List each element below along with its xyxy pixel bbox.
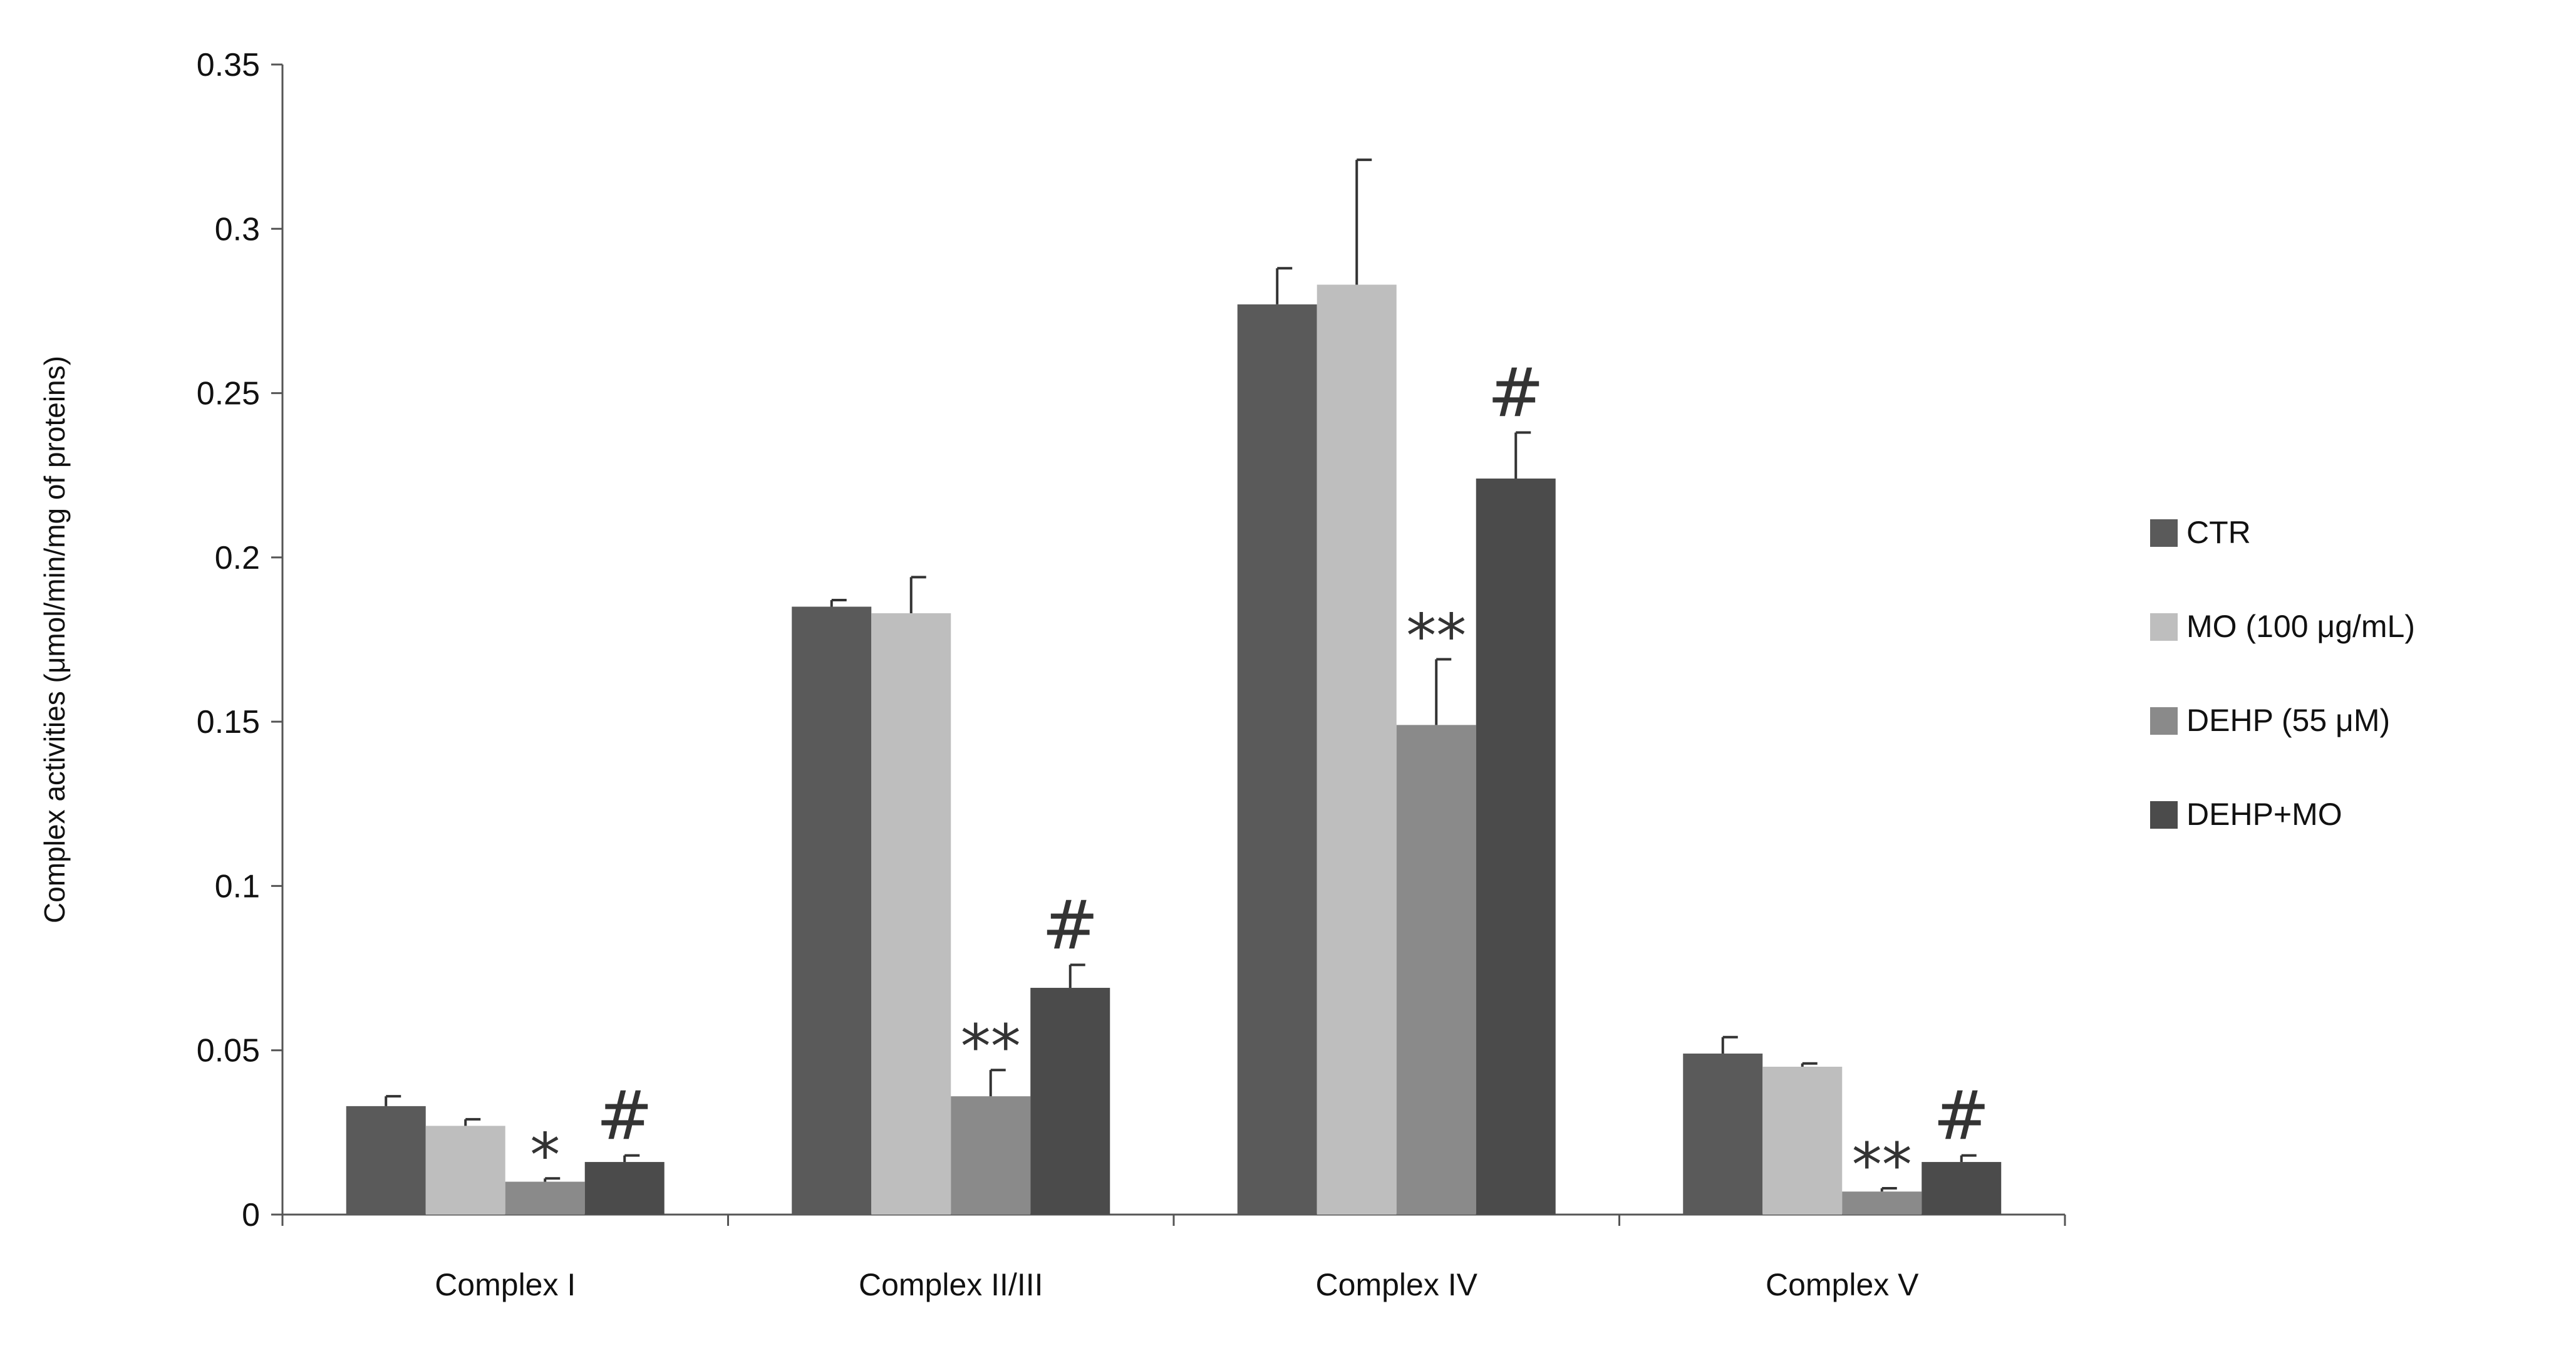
y-axis-title: Complex activities (μmol/min/mg of prote… [38,356,71,923]
y-tick-label: 0.35 [197,47,260,83]
bar-complex-iv-mo-100-g-ml [1316,284,1397,1215]
bar-complex-i-dehp-mo [584,1162,665,1215]
legend-swatch-mo-100-g-ml [2150,613,2178,641]
bar-complex-iv-dehp-mo [1476,478,1556,1215]
y-axis-ticks: 0 0.05 0.1 0.15 0.2 0.25 0.3 0.35 [197,47,282,1233]
legend-label-dehp-55-m: DEHP (55 μM) [2186,703,2390,738]
asterisk-annotation: ** [961,1012,1021,1082]
bar-series [346,284,2002,1215]
significance-annotations: * # ** # ** # ** # [530,355,1990,1201]
hash-annotation: # [1042,886,1099,965]
bar-complex-v-ctr [1683,1053,1763,1215]
asterisk-annotation: ** [1852,1130,1912,1200]
bar-complex-v-dehp-mo [1922,1162,2002,1215]
error-bars [385,158,1977,1192]
x-category-label: Complex I [435,1267,576,1302]
legend-swatch-dehp-55-m [2150,707,2178,735]
bar-complex-iv-ctr [1237,304,1317,1215]
bar-complex-ii-iii-ctr [792,606,872,1215]
legend-label-ctr: CTR [2186,515,2251,550]
y-axis-title-group: Complex activities (μmol/min/mg of prote… [38,356,71,923]
y-tick-label: 0.05 [197,1033,260,1069]
bar-complex-ii-iii-mo-100-g-ml [871,613,951,1215]
y-tick-label: 0.15 [197,704,260,740]
hash-annotation: # [596,1077,653,1156]
hash-annotation: # [1933,1077,1990,1156]
x-category-label: Complex V [1766,1267,1919,1302]
bar-complex-iv-dehp-55-m [1396,725,1476,1215]
bar-complex-ii-iii-dehp-mo [1030,988,1110,1215]
bar-complex-v-mo-100-g-ml [1762,1066,1843,1215]
bar-complex-i-mo-100-g-ml [425,1126,505,1215]
bar-complex-ii-iii-dehp-55-m [951,1096,1031,1215]
asterisk-annotation: * [530,1120,560,1190]
bar-complex-i-ctr [346,1106,426,1215]
y-tick-label: 0 [242,1197,260,1233]
bar-complex-v-dehp-55-m [1842,1191,1922,1215]
y-tick-label: 0.3 [215,211,260,247]
y-tick-label: 0.25 [197,376,260,412]
legend-swatch-ctr [2150,519,2178,547]
bar-complex-i-dehp-55-m [505,1181,585,1215]
legend-label-dehp-mo: DEHP+MO [2186,797,2342,832]
y-tick-label: 0.1 [215,868,260,905]
y-tick-label: 0.2 [215,540,260,576]
legend-label-mo-100-g-ml: MO (100 μg/mL) [2186,609,2415,644]
x-axis-category-labels: Complex I Complex II/III Complex IV Complex… [435,1267,1919,1302]
asterisk-annotation: ** [1406,601,1466,671]
x-category-label: Complex II/III [859,1267,1043,1302]
legend-swatch-dehp-mo [2150,801,2178,829]
hash-annotation: # [1487,355,1544,433]
x-category-label: Complex IV [1316,1267,1478,1302]
legend: CTR MO (100 μg/mL) DEHP (55 μM) DEHP+MO [2150,515,2415,832]
axes [281,65,2066,1226]
